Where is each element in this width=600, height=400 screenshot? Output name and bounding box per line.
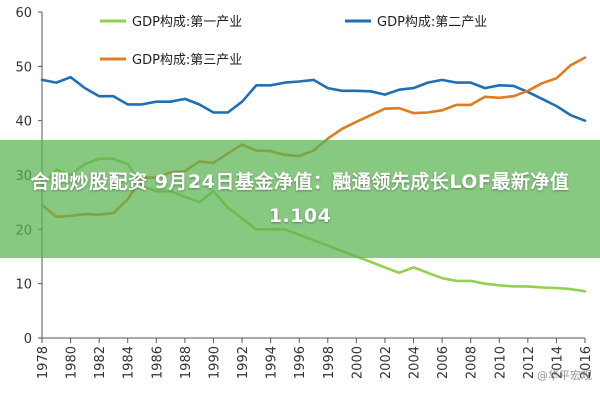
series-line-1 [40, 75, 587, 122]
x-tick-label: 1978 [36, 346, 51, 379]
x-tick-label: 1982 [93, 346, 108, 379]
x-tick-label: 1992 [236, 346, 251, 379]
x-tick-label: 1984 [122, 346, 137, 379]
x-tick-label: 2006 [436, 346, 451, 379]
x-tick-label: 1994 [265, 346, 280, 379]
y-tick-label: 40 [15, 115, 32, 130]
legend-label-0: GDP构成:第一产业 [132, 15, 242, 30]
x-tick-label: 2016 [579, 346, 594, 379]
watermark: @华平宏观 [537, 369, 592, 382]
headline-banner: 合肥炒股配资 9月24日基金净值：融通领先成长LOF最新净值1.104 [0, 140, 600, 258]
headline-text: 合肥炒股配资 9月24日基金净值：融通领先成长LOF最新净值1.104 [30, 171, 570, 227]
x-tick-label: 2004 [408, 346, 423, 379]
x-tick-label: 2010 [493, 346, 508, 379]
y-tick-label: 60 [15, 6, 32, 21]
x-tick-label: 1980 [65, 346, 80, 379]
y-tick-label: 0 [24, 332, 32, 347]
x-tick-label: 2000 [350, 346, 365, 379]
x-tick-label: 2012 [522, 346, 537, 379]
x-tick-label: 2014 [550, 346, 565, 379]
y-tick-label: 10 [15, 278, 32, 293]
x-tick-label: 1996 [293, 346, 308, 379]
x-tick-label: 2002 [379, 346, 394, 379]
x-tick-label: 1988 [179, 346, 194, 379]
x-tick-label: 1986 [150, 346, 165, 379]
x-tick-label: 1990 [207, 346, 222, 379]
y-tick-label: 50 [15, 60, 32, 75]
legend-label-1: GDP构成:第二产业 [377, 15, 487, 30]
x-tick-label: 1998 [322, 346, 337, 379]
x-tick-label: 2008 [465, 346, 480, 379]
legend-label-2: GDP构成:第三产业 [132, 53, 242, 68]
